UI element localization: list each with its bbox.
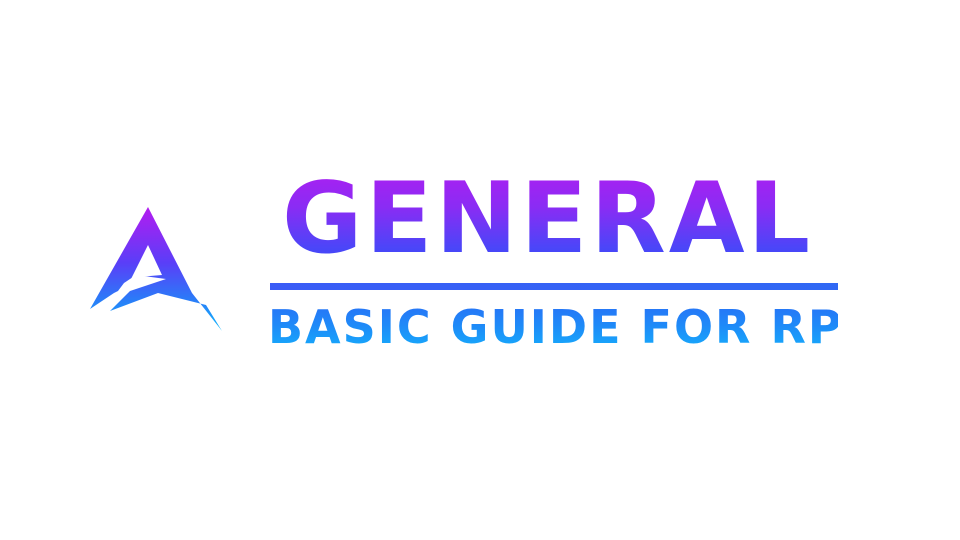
logo-a-icon [88, 205, 224, 335]
title-divider [270, 283, 838, 290]
page-subtitle: BASIC GUIDE FOR RP [268, 298, 838, 356]
stylized-letter-a-icon [88, 205, 224, 335]
page-title: GENERAL [282, 160, 812, 278]
